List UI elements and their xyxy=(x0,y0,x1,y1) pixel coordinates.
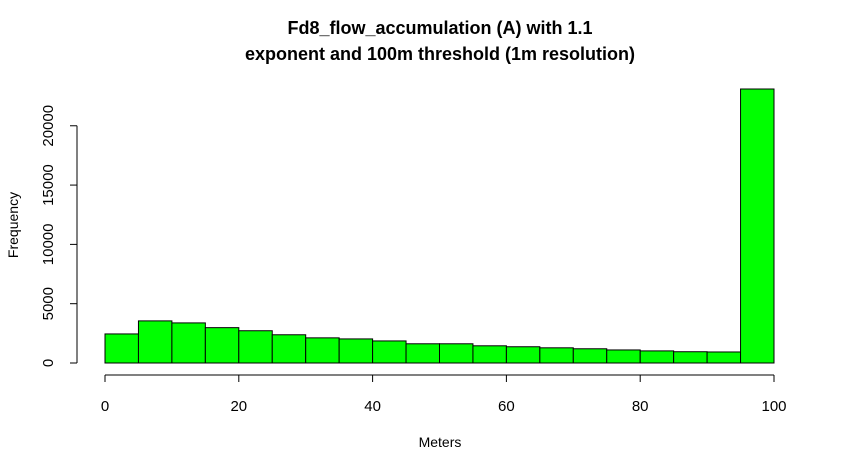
y-tick-label-0: 0 xyxy=(40,359,57,367)
histogram-bar-1 xyxy=(137,320,173,364)
histogram-bar-13 xyxy=(539,347,574,364)
histogram-bar-17 xyxy=(673,351,708,364)
x-tick-label-5: 100 xyxy=(761,398,786,415)
x-tick-label-3: 60 xyxy=(498,398,515,415)
x-tick-label-0: 0 xyxy=(101,398,109,415)
x-tick-label-2: 40 xyxy=(364,398,381,415)
histogram-bar-12 xyxy=(505,346,541,364)
x-tick-label-1: 20 xyxy=(230,398,247,415)
histogram-bar-10 xyxy=(439,343,474,364)
y-tick-label-4: 20000 xyxy=(40,105,57,147)
x-tick-label-4: 80 xyxy=(632,398,649,415)
histogram-bars xyxy=(104,88,775,364)
histogram-bar-16 xyxy=(639,350,675,364)
histogram-bar-9 xyxy=(405,343,440,364)
histogram-bar-5 xyxy=(271,334,307,364)
histogram-bar-8 xyxy=(372,340,407,364)
histogram-bar-14 xyxy=(572,348,608,364)
histogram-bar-11 xyxy=(472,345,507,364)
histogram-bar-4 xyxy=(238,330,273,364)
histogram-bar-19 xyxy=(740,88,775,364)
y-tick-label-3: 15000 xyxy=(40,164,57,206)
histogram-bar-18 xyxy=(706,351,742,364)
y-tick-label-1: 5000 xyxy=(40,287,57,320)
histogram-bar-6 xyxy=(305,337,340,364)
histogram-bar-2 xyxy=(171,322,206,364)
histogram-bar-7 xyxy=(338,338,374,364)
y-axis: 0 5000 10000 15000 20000 xyxy=(40,105,78,367)
chart-title-line-2: exponent and 100m threshold (1m resoluti… xyxy=(245,44,635,64)
y-tick-label-2: 10000 xyxy=(40,224,57,266)
histogram-bar-3 xyxy=(204,327,240,364)
histogram-bar-0 xyxy=(104,333,139,364)
histogram-bar-15 xyxy=(606,349,641,364)
x-axis-label: Meters xyxy=(419,434,462,450)
x-axis: 0 20 40 60 80 100 xyxy=(101,374,787,415)
y-axis-label: Frequency xyxy=(5,192,21,258)
chart-title-line-1: Fd8_flow_accumulation (A) with 1.1 xyxy=(287,18,592,38)
